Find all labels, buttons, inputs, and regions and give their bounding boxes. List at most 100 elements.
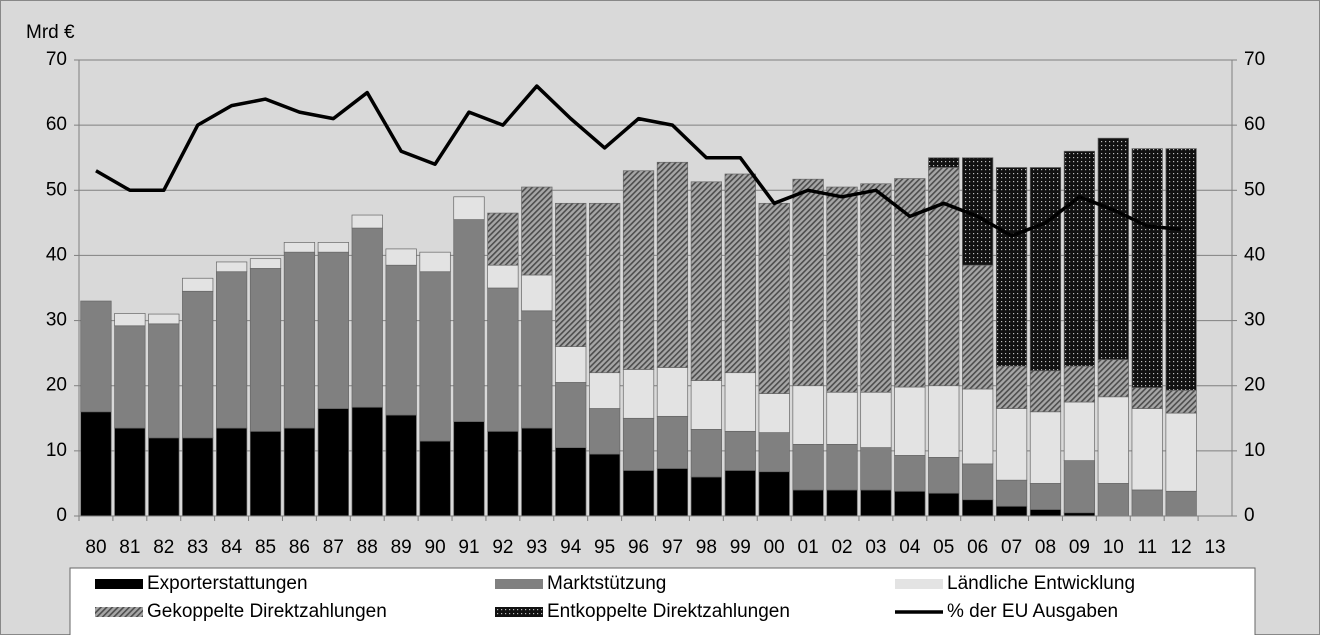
bar-segment (792, 385, 824, 445)
bar-segment (1029, 411, 1062, 484)
bar-segment (487, 287, 519, 432)
bar-segment (249, 258, 282, 269)
x-tick-label: 03 (865, 537, 886, 558)
bar-segment (351, 227, 383, 408)
bar-segment (1097, 359, 1129, 398)
bar-segment (656, 415, 689, 469)
bar-segment (690, 181, 722, 381)
legend-label: Exporterstattungen (147, 573, 308, 594)
legend-box (69, 567, 1256, 635)
x-tick-label: 93 (526, 537, 547, 558)
x-tick-label: 02 (831, 537, 852, 558)
y-tick-label: 20 (46, 375, 67, 396)
legend-swatch (95, 607, 143, 617)
x-tick-label: 98 (696, 537, 717, 558)
bar-segment (453, 421, 485, 517)
x-tick-label: 81 (119, 537, 140, 558)
x-tick-label: 89 (391, 537, 412, 558)
y-tick-label: 30 (46, 310, 67, 331)
bar-segment (419, 440, 451, 517)
bar-segment (792, 489, 824, 517)
x-tick-label: 86 (289, 537, 310, 558)
bar-segment (589, 453, 621, 517)
bar-segment (962, 499, 994, 517)
bar-segment (589, 372, 621, 409)
bar-segment (419, 271, 451, 442)
bar-segment (249, 430, 282, 517)
x-tick-label: 96 (628, 537, 649, 558)
bar-segment (215, 261, 248, 273)
bar-segment (622, 369, 655, 419)
bar-segment (1029, 483, 1062, 510)
bar-segment (995, 505, 1028, 517)
y2-tick-label: 60 (1244, 114, 1265, 135)
y2-tick-label: 20 (1244, 375, 1265, 396)
bar-segment (928, 157, 960, 168)
bar-segment (215, 271, 248, 429)
bar-segment (487, 212, 519, 266)
x-tick-label: 92 (492, 537, 513, 558)
bar-segment (860, 447, 892, 491)
bar-segment (283, 242, 316, 253)
x-tick-label: 85 (255, 537, 276, 558)
bar-segment (555, 346, 587, 383)
bar-segment (351, 406, 383, 517)
bar-segment (317, 408, 349, 517)
bar-segment (182, 277, 214, 292)
bar-segment (928, 385, 960, 458)
x-tick-label: 80 (85, 537, 106, 558)
bar-segment (860, 183, 892, 393)
y-tick-label: 10 (46, 440, 67, 461)
y2-tick-label: 40 (1244, 244, 1265, 265)
bar-segment (1165, 412, 1197, 492)
bar-segment (1131, 489, 1163, 517)
bar-segment (114, 313, 146, 327)
bar-segment (521, 186, 553, 276)
bar-segment (826, 443, 858, 491)
bar-segment (826, 186, 858, 393)
legend-label: Entkoppelte Direktzahlungen (547, 601, 790, 622)
x-tick-label: 90 (425, 537, 446, 558)
bar-segment (995, 408, 1028, 481)
bar-segment (317, 242, 349, 253)
x-tick-label: 11 (1137, 537, 1157, 558)
bar-segment (385, 248, 417, 266)
x-tick-label: 08 (1035, 537, 1056, 558)
y2-tick-label: 0 (1244, 505, 1255, 526)
bar-segment (249, 268, 282, 432)
bar-segment (995, 365, 1028, 409)
bar-segment (148, 437, 180, 517)
x-tick-label: 07 (1001, 537, 1022, 558)
y-axis-label: Mrd € (26, 22, 75, 43)
bar-segment (215, 427, 248, 517)
bar-segment (962, 463, 994, 501)
bar-segment (758, 393, 790, 433)
x-tick-label: 10 (1103, 537, 1124, 558)
x-tick-label: 04 (899, 537, 921, 558)
bar-segment (928, 457, 960, 494)
x-tick-label: 91 (458, 537, 479, 558)
x-tick-label: 94 (560, 537, 582, 558)
bar-segment (555, 202, 587, 347)
bar-segment (656, 161, 689, 368)
legend-swatch (495, 607, 543, 617)
bar-segment (860, 489, 892, 517)
x-tick-label: 84 (221, 537, 243, 558)
legend-swatch (95, 579, 143, 589)
bar-segment (724, 430, 756, 471)
x-tick-label: 97 (662, 537, 683, 558)
bar-segment (555, 382, 587, 448)
x-tick-label: 87 (323, 537, 344, 558)
bar-segment (317, 251, 349, 409)
x-tick-label: 99 (730, 537, 751, 558)
bar-segment (1097, 137, 1129, 361)
bar-segment (283, 251, 316, 429)
bar-segment (894, 490, 926, 517)
bar-segment (792, 443, 824, 491)
x-tick-label: 82 (153, 537, 174, 558)
bar-segment (1165, 389, 1197, 414)
x-tick-label: 05 (933, 537, 954, 558)
x-tick-label: 12 (1171, 537, 1192, 558)
legend-swatch (895, 579, 943, 589)
